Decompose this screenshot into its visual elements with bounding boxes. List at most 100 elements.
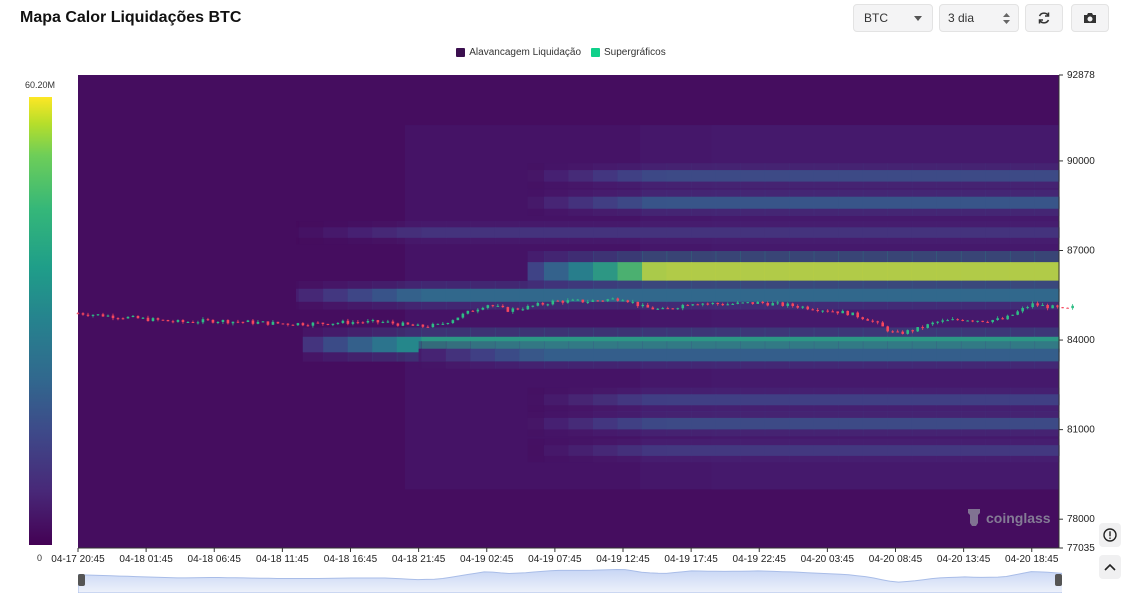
heatmap-cell	[838, 163, 864, 189]
heatmap-cell	[862, 410, 888, 437]
candle-body	[376, 320, 380, 323]
candle-body	[701, 303, 705, 305]
heatmap-cell	[838, 221, 864, 245]
legend-item-supercharts[interactable]: Supergráficos	[591, 47, 666, 58]
heatmap-cell	[715, 196, 741, 209]
heatmap-cell	[813, 170, 839, 182]
watermark-text: coinglass	[986, 510, 1051, 526]
heatmap-cell	[985, 163, 1011, 189]
candle-body	[86, 314, 90, 316]
candle-body	[311, 322, 315, 326]
heatmap-cell	[1009, 196, 1036, 209]
scroll-top-button[interactable]	[1099, 555, 1121, 579]
time-range-select[interactable]: 3 dia	[939, 4, 1019, 32]
heatmap-cell	[887, 394, 913, 406]
heatmap-cell	[715, 417, 741, 430]
heatmap-cell	[985, 189, 1011, 216]
heatmap-cell	[543, 262, 570, 281]
refresh-button[interactable]	[1025, 4, 1063, 32]
heatmap-cell	[715, 251, 741, 292]
heatmap-cell	[421, 341, 447, 369]
heatmap-cell	[347, 336, 373, 353]
brush-price-area	[78, 568, 1062, 593]
candle-body	[666, 308, 670, 310]
heatmap-cell	[445, 348, 471, 362]
heatmap-cell	[568, 189, 594, 216]
candle-body	[391, 321, 395, 324]
candle-body	[901, 331, 904, 334]
heatmap-cell	[740, 251, 766, 292]
candle-body	[266, 321, 270, 325]
heatmap-cell	[838, 336, 864, 353]
heatmap-cell	[1009, 336, 1036, 353]
heatmap-cell	[323, 336, 349, 353]
heatmap-cell	[911, 221, 937, 245]
heatmap-cell	[764, 348, 790, 362]
heatmap-cell	[838, 227, 864, 238]
heatmap-cell	[1009, 387, 1036, 412]
legend-item-leverage[interactable]: Alavancagem Liquidação	[456, 47, 581, 58]
x-tick-label: 04-20 13:45	[937, 554, 991, 565]
heatmap-cell	[862, 341, 888, 369]
heatmap-cell	[421, 227, 447, 238]
candle-body	[911, 330, 914, 332]
candle-body	[721, 304, 725, 306]
heatmap-cell	[347, 288, 373, 302]
candle-body	[211, 319, 215, 323]
heatmap-cell	[543, 288, 570, 302]
screenshot-button[interactable]	[1071, 4, 1109, 32]
coinglass-logo-icon	[968, 509, 980, 526]
candle-body	[381, 321, 385, 323]
brush-handle-left[interactable]	[78, 574, 85, 586]
y-tick-label: 87000	[1067, 245, 1095, 256]
heatmap-cell	[396, 227, 422, 238]
heatmap-cell	[593, 262, 619, 281]
heatmap-cell	[543, 417, 570, 430]
heatmap-cell	[568, 227, 594, 238]
heatmap-cell	[985, 445, 1011, 456]
heatmap-cell	[666, 251, 692, 292]
time-range-brush[interactable]	[78, 566, 1062, 593]
heatmap-cell	[764, 445, 790, 456]
heatmap-cell	[740, 438, 766, 463]
coin-select[interactable]: BTC	[853, 4, 933, 32]
heatmap-cell	[494, 221, 521, 245]
heatmap-cell	[960, 341, 987, 369]
heatmap-cell	[617, 341, 643, 369]
colorbar[interactable]	[29, 97, 52, 545]
legend-swatch-leverage	[456, 48, 466, 57]
heatmap-cell	[691, 417, 717, 430]
candle-body	[1016, 311, 1019, 315]
heatmap-cell	[960, 445, 987, 456]
heatmap-cell	[470, 227, 496, 238]
heatmap-cell	[911, 341, 937, 369]
help-button[interactable]	[1099, 523, 1121, 547]
candle-body	[191, 322, 195, 324]
heatmap-cell	[470, 221, 496, 245]
heatmap-cell	[1009, 445, 1036, 456]
heatmap-cell	[838, 288, 864, 302]
candle-body	[181, 320, 185, 323]
x-tick-label: 04-20 18:45	[1005, 554, 1059, 565]
heatmap-cell	[911, 163, 937, 189]
candle-body	[401, 322, 405, 326]
candle-body	[491, 305, 495, 307]
heatmap-cell	[960, 336, 987, 353]
candle-body	[1021, 308, 1024, 312]
candle-body	[236, 321, 240, 323]
heatmap-cell	[740, 288, 766, 302]
candle-body	[351, 322, 355, 324]
candle-body	[536, 303, 540, 306]
heatmap-cell	[764, 262, 790, 281]
candle-body	[431, 323, 435, 328]
heatmap-cell	[887, 336, 913, 353]
brush-handle-right[interactable]	[1055, 574, 1062, 586]
heatmap-cell	[936, 417, 962, 430]
heatmap-cell	[296, 221, 300, 245]
heatmap-cell	[838, 445, 864, 456]
coinglass-watermark: coinglass	[968, 509, 1051, 526]
heatmap-cell	[936, 221, 962, 245]
candle-body	[366, 320, 370, 323]
candle-body	[826, 310, 830, 312]
